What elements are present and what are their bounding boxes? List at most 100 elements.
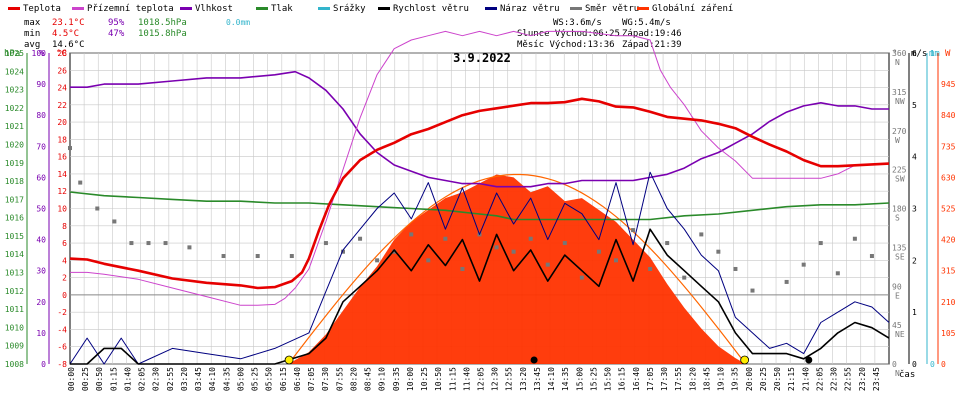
sun-set: Západ:19:46 [622,29,682,39]
axis-title-cas: čas [899,369,915,380]
stat-max-press: 1018.5hPa [138,18,187,28]
y-tick-direction_deg: 315 [892,88,907,97]
x-tick-label: 19:35 [731,367,740,391]
x-tick-label: 10:25 [420,367,429,391]
y-tick-pressure_hpa: 1011 [5,305,24,314]
x-tick-label: 00:00 [67,367,76,391]
y-tick-humidity_pct: 80 [36,111,46,120]
legend-swatch [570,7,582,10]
series-direction-point [187,245,192,250]
x-tick-label: 02:55 [166,367,175,391]
y-tick-direction_deg: 135 [892,243,907,252]
x-tick-label: 02:30 [152,367,161,391]
y-tick-humidity_pct: 30 [36,267,46,276]
axis-title-hpa: hPa [4,49,20,59]
axis-title-deg: ° [892,49,897,59]
y-tick-radiation_w: 525 [941,205,956,214]
legend-item: Přízemní teplota [87,4,174,14]
series-rychlost-v-tru [70,228,890,365]
x-tick-label: 03:45 [194,367,203,391]
axis-titles: hPa % °C m/s mm W ° čas [4,49,951,380]
sunset-marker [740,355,750,365]
daily-stats: max 23.1°C 95% 1018.5hPa 0.0mm min 4.5°C… [24,18,250,50]
y-tick-radiation_w: 735 [941,142,956,151]
y-tick-temp_c: 16 [57,153,67,162]
legend-item: Rychlost větru [393,4,469,14]
series-direction-point [163,241,168,246]
series-direction-point [528,236,533,241]
y-tick-humidity_pct: 100 [32,49,47,58]
series-direction-point [648,266,653,271]
stat-min-label: min [24,29,40,39]
series-direction-point [289,254,294,259]
y-tick-rain_mm: 0 [930,360,935,369]
y-tick-temp_c: 22 [57,101,67,110]
plot-area [68,30,890,365]
series-direction-point [426,258,431,263]
x-tick-label: 07:05 [307,367,316,391]
y-tick-pressure_hpa: 1019 [5,159,24,168]
legend-swatch [485,7,497,10]
y-tick-direction-letter: NE [895,330,905,339]
y-tick-humidity_pct: 90 [36,80,46,89]
moonrise-marker [530,356,538,364]
x-tick-label: 05:25 [251,367,260,391]
y-tick-radiation_w: 945 [941,80,956,89]
series-teplota [69,97,890,290]
x-tick-label: 07:55 [335,367,344,391]
legend-swatch [637,7,649,10]
y-tick-labels: 1008100910101011101210131014101510161017… [5,49,956,378]
stat-avg-label: avg [24,40,40,50]
x-tick-label: 01:40 [123,367,132,391]
stat-min-temp: 4.5°C [52,29,79,39]
chart-date: 3.9.2022 [453,51,511,65]
stat-min-hum: 47% [108,29,125,39]
y-tick-direction-letter: N [895,369,900,378]
y-tick-pressure_hpa: 1022 [5,104,24,113]
legend-swatch [8,7,20,10]
series-direction-point [614,258,618,263]
axis-title-ms: m/s [911,49,927,59]
y-tick-radiation_w: 210 [941,298,956,307]
series-direction-point [375,258,380,263]
y-tick-humidity_pct: 0 [41,360,46,369]
y-tick-humidity_pct: 60 [36,173,46,182]
y-tick-pressure_hpa: 1015 [5,232,24,241]
series-direction-point [323,241,328,246]
series-p-zemn-teplota [70,30,890,306]
stat-max-temp: 23.1°C [52,18,85,28]
series-direction-point [112,219,117,224]
series-direction-point [750,288,755,293]
x-tick-label: 04:35 [222,367,231,391]
series-direction-point [852,236,857,241]
y-tick-temp_c: 14 [57,170,67,179]
y-tick-pressure_hpa: 1016 [5,214,24,223]
y-tick-temp_c: 24 [57,84,67,93]
y-tick-direction_deg: 180 [892,205,907,214]
y-tick-radiation_w: 105 [941,329,956,338]
series-direction-point [545,262,550,267]
x-tick-label: 15:50 [604,367,613,391]
y-tick-pressure_hpa: 1013 [5,269,24,278]
x-tick-labels: 00:00 00:25 00:50 01:15 01:40 02:05 02:30 02:55… [67,367,881,391]
series-direction-point [562,241,567,246]
y-tick-pressure_hpa: 1020 [5,140,24,149]
series-direction-point [869,254,874,259]
series-direction-point [631,228,636,233]
x-tick-label: 12:30 [491,367,500,391]
y-tick-temp_c: 10 [57,205,67,214]
x-tick-label: 13:45 [533,367,542,391]
series-direction-point [818,241,823,246]
stat-max-label: max [24,18,41,28]
series-direction-point [146,241,151,246]
y-tick-direction-letter: W [895,136,900,145]
legend-item: Vlhkost [195,4,233,14]
y-tick-pressure_hpa: 1010 [5,323,24,332]
legend-swatch [378,7,390,10]
x-tick-label: 19:10 [717,367,726,391]
legend-swatch [72,7,84,10]
legend-item: Tlak [271,4,293,14]
y-tick-temp_c: -6 [57,343,67,352]
y-tick-temp_c: 28 [57,49,67,58]
sunrise-marker [284,355,294,365]
